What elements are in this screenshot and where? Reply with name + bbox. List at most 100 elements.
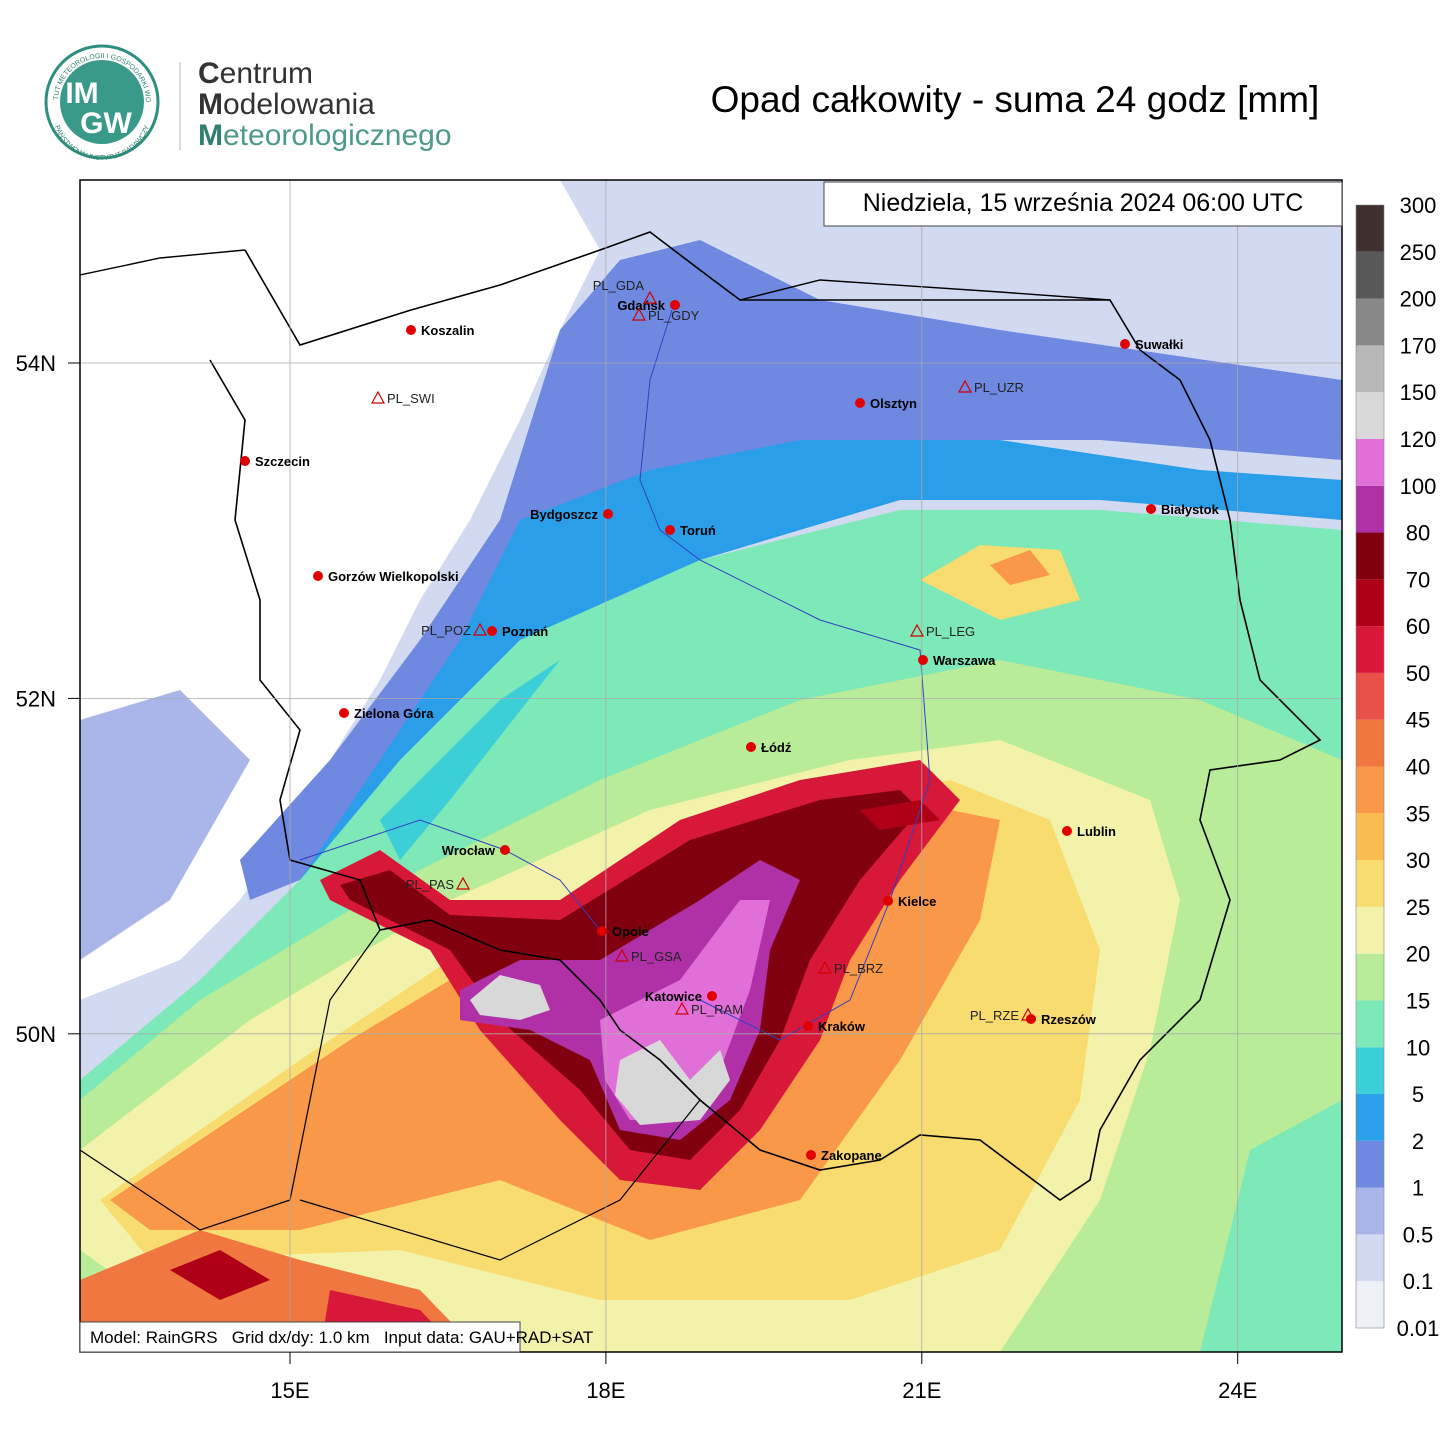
city-dot <box>603 509 613 519</box>
colorbar-box <box>1356 860 1384 907</box>
city-label: Katowice <box>645 989 702 1004</box>
colorbar-box <box>1356 1187 1384 1235</box>
station-label: PL_PAS <box>406 877 455 892</box>
colorbar-box <box>1356 392 1384 439</box>
city-label: Bydgoszcz <box>530 507 598 522</box>
station-marker <box>909 623 925 637</box>
station-marker <box>614 948 630 962</box>
city-dot <box>670 300 680 310</box>
station-marker <box>631 307 647 321</box>
colorbar-box <box>1356 579 1384 627</box>
precip-area <box>240 240 1342 900</box>
city-dot <box>1120 339 1130 349</box>
footer-box <box>79 1321 521 1353</box>
colorbar-label: 50 <box>1406 661 1430 686</box>
colorbar-label: 0.01 <box>1397 1316 1440 1341</box>
colorbar-box <box>1356 532 1384 580</box>
precip-area <box>990 550 1050 585</box>
map-overlay: Koszalin Gdańsk Suwałki Olsztyn Szczecin Bydg… <box>80 180 1342 1352</box>
city-label: Zielona Góra <box>354 706 434 721</box>
station-label: PL_POZ <box>421 623 471 638</box>
station-marker <box>817 960 833 974</box>
colorbar-label: 150 <box>1400 380 1437 405</box>
colorbar-box <box>1356 205 1384 252</box>
station-label: PL_GSA <box>631 949 682 964</box>
colorbar-box <box>1356 345 1384 393</box>
station-label: PL_LEG <box>926 624 975 639</box>
city-label: Opole <box>612 924 649 939</box>
precip-area <box>860 800 940 830</box>
date: Niedziela, 15 września 2024 06:00 UTC <box>863 189 1304 217</box>
city-dot <box>487 626 497 636</box>
city-dot <box>806 1150 816 1160</box>
city-label: Gorzów Wielkopolski <box>328 569 459 584</box>
colorbar-box <box>1356 906 1384 954</box>
x-tick-label: 15E <box>270 1378 309 1403</box>
city-dot <box>1146 504 1156 514</box>
station-label: PL_SWI <box>387 391 435 406</box>
station-marker <box>370 390 386 404</box>
city-label: Warszawa <box>933 653 996 668</box>
city-label: Poznań <box>502 624 548 639</box>
city-label: Gdańsk <box>617 298 665 313</box>
x-tick-label: 24E <box>1218 1378 1257 1403</box>
station-label: PL_GDA <box>593 278 645 293</box>
colorbar-box <box>1356 672 1384 720</box>
precip-area <box>380 660 560 860</box>
colorbar-box <box>1356 1047 1384 1095</box>
station-label: PL_RZE <box>970 1008 1019 1023</box>
city-label: Olsztyn <box>870 396 917 411</box>
precip-area <box>300 440 1342 880</box>
y-tick-label: 54N <box>16 351 56 376</box>
colorbar-label: 250 <box>1400 240 1437 265</box>
city-label: Suwałki <box>1135 337 1183 352</box>
station-marker <box>674 1001 690 1015</box>
colorbar-box <box>1356 1234 1384 1282</box>
city-label: Kraków <box>818 1019 866 1034</box>
station-label: PL_BRZ <box>834 961 883 976</box>
colorbar-label: 15 <box>1406 988 1430 1013</box>
city-dot <box>883 896 893 906</box>
colorbar-box <box>1356 251 1384 299</box>
station-label: PL_UZR <box>974 380 1024 395</box>
x-tick-label: 21E <box>902 1378 941 1403</box>
org-line: Meteorologicznego <box>198 119 452 152</box>
colorbar-box <box>1356 298 1384 346</box>
station-marker <box>642 290 658 304</box>
colorbar-label: 70 <box>1406 567 1430 592</box>
colorbar-label: 1 <box>1412 1176 1424 1201</box>
colorbar-label: 80 <box>1406 521 1430 546</box>
colorbar-box <box>1356 1140 1384 1188</box>
colorbar-box <box>1356 1094 1384 1141</box>
city-dot <box>500 845 510 855</box>
city-label: Zakopane <box>821 1148 882 1163</box>
city-dot <box>1062 826 1072 836</box>
x-tick-label: 18E <box>586 1378 625 1403</box>
city-label: Toruń <box>680 523 716 538</box>
precip-field <box>80 180 1342 1352</box>
city-label: Białystok <box>1161 502 1220 517</box>
city-dot <box>803 1021 813 1031</box>
colorbar-label: 60 <box>1406 614 1430 639</box>
y-tick-label: 52N <box>16 686 56 711</box>
precip-area <box>80 690 250 960</box>
precip-area <box>170 1250 270 1300</box>
logo-text: IM <box>65 77 98 110</box>
colorbar-label: 25 <box>1406 895 1430 920</box>
coastline <box>739 279 1111 301</box>
coastline <box>80 249 246 276</box>
colorbar-label: 120 <box>1400 427 1437 452</box>
city-dot <box>1026 1014 1036 1024</box>
logo: INSTYTUT METEOROLOGII I GOSPODARKI WODNE… <box>0 0 181 162</box>
city-dot <box>406 325 416 335</box>
colorbar-label: 0.5 <box>1403 1222 1434 1247</box>
colorbar-box <box>1356 719 1384 767</box>
station-marker <box>472 622 488 636</box>
colorbar-box <box>1356 953 1384 1001</box>
city-label: Wrocław <box>442 843 496 858</box>
city-dot <box>339 708 349 718</box>
colorbar-box <box>1356 813 1384 861</box>
colorbar-label: 40 <box>1406 755 1430 780</box>
colorbar-box <box>1356 438 1384 486</box>
